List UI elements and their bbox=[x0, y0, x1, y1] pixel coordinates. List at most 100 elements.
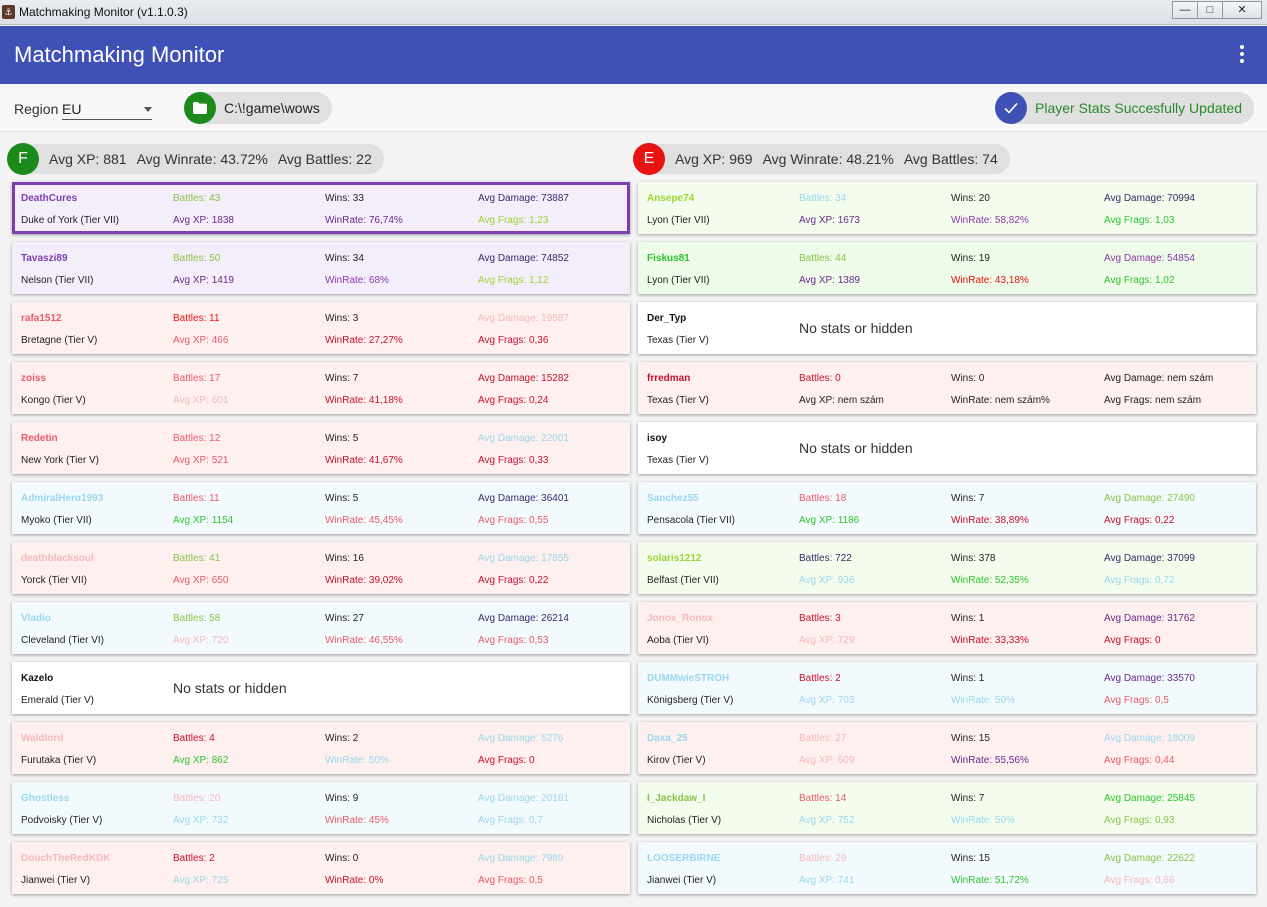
avg-damage-stat: Avg Damage: 22622 bbox=[1104, 853, 1195, 864]
folder-icon bbox=[184, 92, 216, 124]
avg-damage-stat: Avg Damage: 54854 bbox=[1104, 253, 1195, 264]
winrate-stat: WinRate: 50% bbox=[951, 815, 1015, 826]
avg-xp-stat: Avg XP: 1186 bbox=[799, 515, 860, 526]
winrate-stat: WinRate: 58,82% bbox=[951, 215, 1029, 226]
wins-stat: Wins: 20 bbox=[951, 193, 990, 204]
player-name: Kazelo bbox=[21, 673, 54, 684]
player-name: Ansepe74 bbox=[647, 193, 695, 204]
avg-damage-stat: Avg Damage: 37099 bbox=[1104, 553, 1195, 564]
player-card[interactable]: rafa1512 Bretagne (Tier V) Battles: 11 Wins… bbox=[12, 302, 630, 354]
wins-stat: Wins: 0 bbox=[325, 853, 359, 864]
ship-name: Texas (Tier V) bbox=[647, 335, 709, 346]
avg-frags-stat: Avg Frags: 0,66 bbox=[1104, 875, 1175, 886]
avg-xp-stat: Avg XP: 752 bbox=[799, 815, 855, 826]
avg-xp-stat: Avg XP: 741 bbox=[799, 875, 855, 886]
region-value: EU bbox=[62, 101, 82, 117]
player-card[interactable]: AdmiralHero1993 Myoko (Tier VII) Battles: … bbox=[12, 482, 630, 534]
wins-stat: Wins: 0 bbox=[951, 373, 985, 384]
wins-stat: Wins: 2 bbox=[325, 733, 359, 744]
wins-stat: Wins: 7 bbox=[951, 493, 985, 504]
player-name: solaris1212 bbox=[647, 553, 702, 564]
friendly-player-list: DeathCures Duke of York (Tier VII) Battles… bbox=[12, 182, 630, 902]
winrate-stat: WinRate: 33,33% bbox=[951, 635, 1029, 646]
no-stats-label: No stats or hidden bbox=[799, 440, 913, 456]
install-path-chip[interactable]: C:\!game\wows bbox=[184, 92, 332, 124]
battles-stat: Battles: 11 bbox=[173, 493, 220, 504]
no-stats-label: No stats or hidden bbox=[799, 320, 913, 336]
player-card[interactable]: DeathCures Duke of York (Tier VII) Battles… bbox=[12, 182, 630, 234]
minimize-button[interactable]: — bbox=[1172, 1, 1198, 19]
player-card[interactable]: solaris1212 Belfast (Tier VII) Battles: 72… bbox=[638, 542, 1256, 594]
player-name: LOOSERBIRNE bbox=[647, 853, 721, 864]
avg-frags-stat: Avg Frags: 1,23 bbox=[478, 215, 549, 226]
close-button[interactable]: ✕ bbox=[1222, 1, 1262, 19]
avg-xp-stat: Avg XP: 703 bbox=[799, 695, 855, 706]
player-card[interactable]: DUMMwieSTROH Königsberg (Tier V) Battles: … bbox=[638, 662, 1256, 714]
battles-stat: Battles: 27 bbox=[799, 733, 847, 744]
wins-stat: Wins: 7 bbox=[951, 793, 985, 804]
window-titlebar: ⚓ Matchmaking Monitor (v1.1.0.3) — □ ✕ bbox=[0, 0, 1267, 25]
battles-stat: Battles: 29 bbox=[799, 853, 847, 864]
avg-frags-stat: Avg Frags: 0,22 bbox=[478, 575, 549, 586]
player-card[interactable]: zoiss Kongo (Tier V) Battles: 17 Wins: 7 Avg… bbox=[12, 362, 630, 414]
player-name: Redetin bbox=[21, 433, 58, 444]
avg-frags-stat: Avg Frags: 0,93 bbox=[1104, 815, 1175, 826]
winrate-stat: WinRate: 46,55% bbox=[325, 635, 403, 646]
player-card[interactable]: Vladio Cleveland (Tier VI) Battles: 58 Wins… bbox=[12, 602, 630, 654]
avg-xp-stat: Avg XP: 609 bbox=[799, 755, 855, 766]
maximize-button[interactable]: □ bbox=[1197, 1, 1223, 19]
ship-name: Texas (Tier V) bbox=[647, 395, 709, 406]
avg-frags-stat: Avg Frags: 0,33 bbox=[478, 455, 549, 466]
check-icon bbox=[995, 92, 1027, 124]
player-card[interactable]: Ansepe74 Lyon (Tier VII) Battles: 34 Wins: … bbox=[638, 182, 1256, 234]
ship-name: Duke of York (Tier VII) bbox=[21, 215, 119, 226]
ship-name: Yorck (Tier VII) bbox=[21, 575, 87, 586]
avg-frags-stat: Avg Frags: 0,5 bbox=[478, 875, 543, 886]
player-card[interactable]: Daxa_25 Kirov (Tier V) Battles: 27 Wins: 15… bbox=[638, 722, 1256, 774]
region-label: Region bbox=[14, 101, 59, 117]
avg-damage-stat: Avg Damage: 27490 bbox=[1104, 493, 1195, 504]
wins-stat: Wins: 34 bbox=[325, 253, 364, 264]
winrate-stat: WinRate: 39,02% bbox=[325, 575, 403, 586]
friendly-avg-xp: Avg XP: 881 bbox=[49, 151, 127, 167]
ship-name: Belfast (Tier VII) bbox=[647, 575, 719, 586]
player-card[interactable]: Fiskus81 Lyon (Tier VII) Battles: 44 Wins: … bbox=[638, 242, 1256, 294]
player-card[interactable]: Ghostless Podvoisky (Tier V) Battles: 20 Wi… bbox=[12, 782, 630, 834]
player-card[interactable]: DouchTheRedKDK Jianwei (Tier V) Battles: 2… bbox=[12, 842, 630, 894]
player-card[interactable]: Der_Typ Texas (Tier V) No stats or hidden bbox=[638, 302, 1256, 354]
winrate-stat: WinRate: 76,74% bbox=[325, 215, 403, 226]
player-card[interactable]: Sanchez55 Pensacola (Tier VII) Battles: 18… bbox=[638, 482, 1256, 534]
winrate-stat: WinRate: 52,35% bbox=[951, 575, 1029, 586]
battles-stat: Battles: 722 bbox=[799, 553, 852, 564]
player-name: Jonox_Ronox bbox=[647, 613, 714, 624]
app-title: Matchmaking Monitor bbox=[14, 42, 225, 67]
wins-stat: Wins: 378 bbox=[951, 553, 996, 564]
player-card[interactable]: I_Jackdaw_I Nicholas (Tier V) Battles: 14 W… bbox=[638, 782, 1256, 834]
winrate-stat: WinRate: 51,72% bbox=[951, 875, 1029, 886]
battles-stat: Battles: 34 bbox=[799, 193, 847, 204]
player-card[interactable]: deathblacksoul Yorck (Tier VII) Battles: 4… bbox=[12, 542, 630, 594]
ship-name: Emerald (Tier V) bbox=[21, 695, 94, 706]
player-card[interactable]: LOOSERBIRNE Jianwei (Tier V) Battles: 29 Wi… bbox=[638, 842, 1256, 894]
battles-stat: Battles: 44 bbox=[799, 253, 847, 264]
player-card[interactable]: Waldlord Furutaka (Tier V) Battles: 4 Wins:… bbox=[12, 722, 630, 774]
more-options-icon[interactable] bbox=[1239, 45, 1245, 65]
player-name: AdmiralHero1993 bbox=[21, 493, 104, 504]
avg-frags-stat: Avg Frags: 1,12 bbox=[478, 275, 549, 286]
player-card[interactable]: isoy Texas (Tier V) No stats or hidden bbox=[638, 422, 1256, 474]
player-card[interactable]: Redetin New York (Tier V) Battles: 12 Wins:… bbox=[12, 422, 630, 474]
player-name: DouchTheRedKDK bbox=[21, 853, 111, 864]
player-card[interactable]: Kazelo Emerald (Tier V) No stats or hidden bbox=[12, 662, 630, 714]
player-card[interactable]: Tavaszi89 Nelson (Tier VII) Battles: 50 Win… bbox=[12, 242, 630, 294]
avg-xp-stat: Avg XP: 862 bbox=[173, 755, 229, 766]
player-name: zoiss bbox=[21, 373, 47, 384]
avg-frags-stat: Avg Frags: 1,03 bbox=[1104, 215, 1175, 226]
wins-stat: Wins: 19 bbox=[951, 253, 990, 264]
settings-toolbar: Region EU C:\!game\wows Player Stats Suc… bbox=[0, 84, 1267, 132]
region-select[interactable]: EU bbox=[62, 96, 152, 120]
player-card[interactable]: Jonox_Ronox Aoba (Tier VI) Battles: 3 Wins:… bbox=[638, 602, 1256, 654]
player-name: Sanchez55 bbox=[647, 493, 699, 504]
wins-stat: Wins: 15 bbox=[951, 733, 990, 744]
player-name: frredman bbox=[647, 373, 691, 384]
player-card[interactable]: frredman Texas (Tier V) Battles: 0 Wins: 0 A… bbox=[638, 362, 1256, 414]
